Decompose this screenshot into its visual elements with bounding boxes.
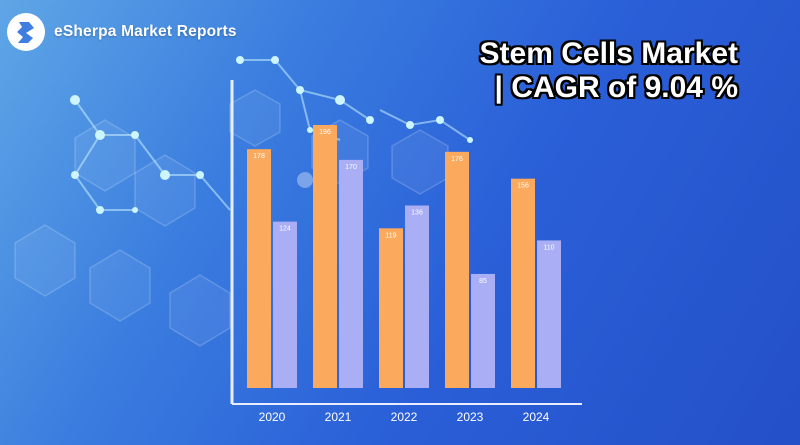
brand-name: eSherpa Market Reports: [54, 23, 237, 40]
network-nodes: [70, 56, 473, 214]
axes: [230, 80, 582, 405]
bar-2024-series-2: [537, 240, 561, 388]
value-label-2022-series-2: 136: [411, 210, 423, 217]
bar-2023-series-1: [445, 151, 469, 388]
bar-2020-series-1: [247, 149, 271, 388]
value-label-2023-series-1: 176: [451, 156, 463, 163]
value-label-2024-series-2: 110: [543, 244, 554, 251]
bar-2023-series-2: [471, 273, 495, 388]
x-tick-label-2020: 2020: [259, 410, 286, 424]
title-line-market: Stem Cells Market: [479, 37, 738, 70]
bar-2024-series-1: [511, 178, 535, 388]
x-tick-label-2023: 2023: [457, 410, 484, 424]
esherpa-logo-icon: [7, 13, 45, 51]
value-label-2022-series-1: 119: [385, 232, 396, 239]
bar-2022-series-2: [405, 205, 429, 388]
value-label-2023-series-2: 85: [479, 278, 487, 285]
value-label-2024-series-1: 156: [517, 183, 529, 190]
value-label-2021-series-1: 196: [319, 129, 331, 136]
x-tick-label-2021: 2021: [325, 410, 352, 424]
value-label-2020-series-2: 124: [279, 226, 291, 233]
labels-layer: 178 124 2020 196 170 2021 119 136 2022 176 85 2023 1…: [253, 129, 555, 424]
bar-2022-series-1: [379, 228, 403, 388]
x-tick-label-2024: 2024: [523, 410, 550, 424]
title-line-cagr: | CAGR of 9.04 %: [494, 71, 738, 104]
bar-2021-series-1: [313, 125, 337, 388]
value-label-2021-series-2: 170: [345, 164, 357, 171]
brand-header: eSherpa Market Reports: [6, 6, 237, 58]
bar-2020-series-2: [273, 221, 297, 388]
chart-title: Stem Cells Market | CAGR of 9.04 %: [408, 37, 738, 105]
bar-2021-series-2: [339, 159, 363, 388]
value-label-2020-series-1: 178: [253, 153, 265, 160]
x-tick-label-2022: 2022: [391, 410, 418, 424]
bars-layer: [247, 125, 561, 388]
